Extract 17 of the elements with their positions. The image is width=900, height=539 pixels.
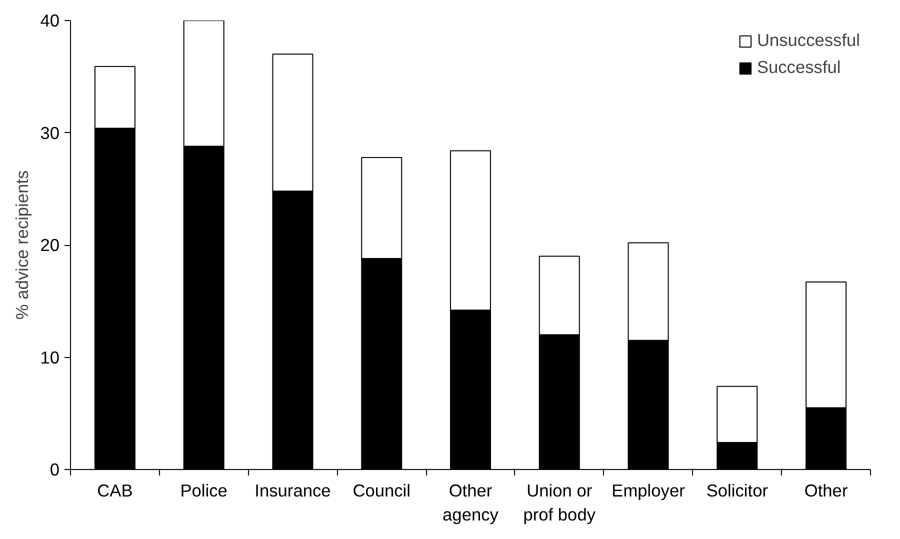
y-tick-label: 30 xyxy=(40,122,60,143)
y-tick-label: 0 xyxy=(50,460,60,480)
x-tick-label: Insurance xyxy=(254,480,331,500)
x-tick-label: Employer xyxy=(612,480,686,500)
x-tick-label: Council xyxy=(352,480,411,500)
y-tick-label: 20 xyxy=(40,235,60,255)
y-axis-title: % advice recipients xyxy=(12,170,32,320)
x-tick-label: Other agency xyxy=(442,480,499,524)
x-tick-label: Other xyxy=(804,480,848,500)
legend-label: Successful xyxy=(756,57,841,78)
x-tick-label: Solicitor xyxy=(706,480,768,500)
x-tick-label: Police xyxy=(180,480,228,500)
y-tick-label: 40 xyxy=(40,10,60,30)
y-tick-label: 10 xyxy=(40,347,60,368)
legend-label: Unsuccessful xyxy=(756,30,860,51)
x-tick-label: Union or prof body xyxy=(523,480,596,524)
x-tick-label: CAB xyxy=(97,480,133,500)
